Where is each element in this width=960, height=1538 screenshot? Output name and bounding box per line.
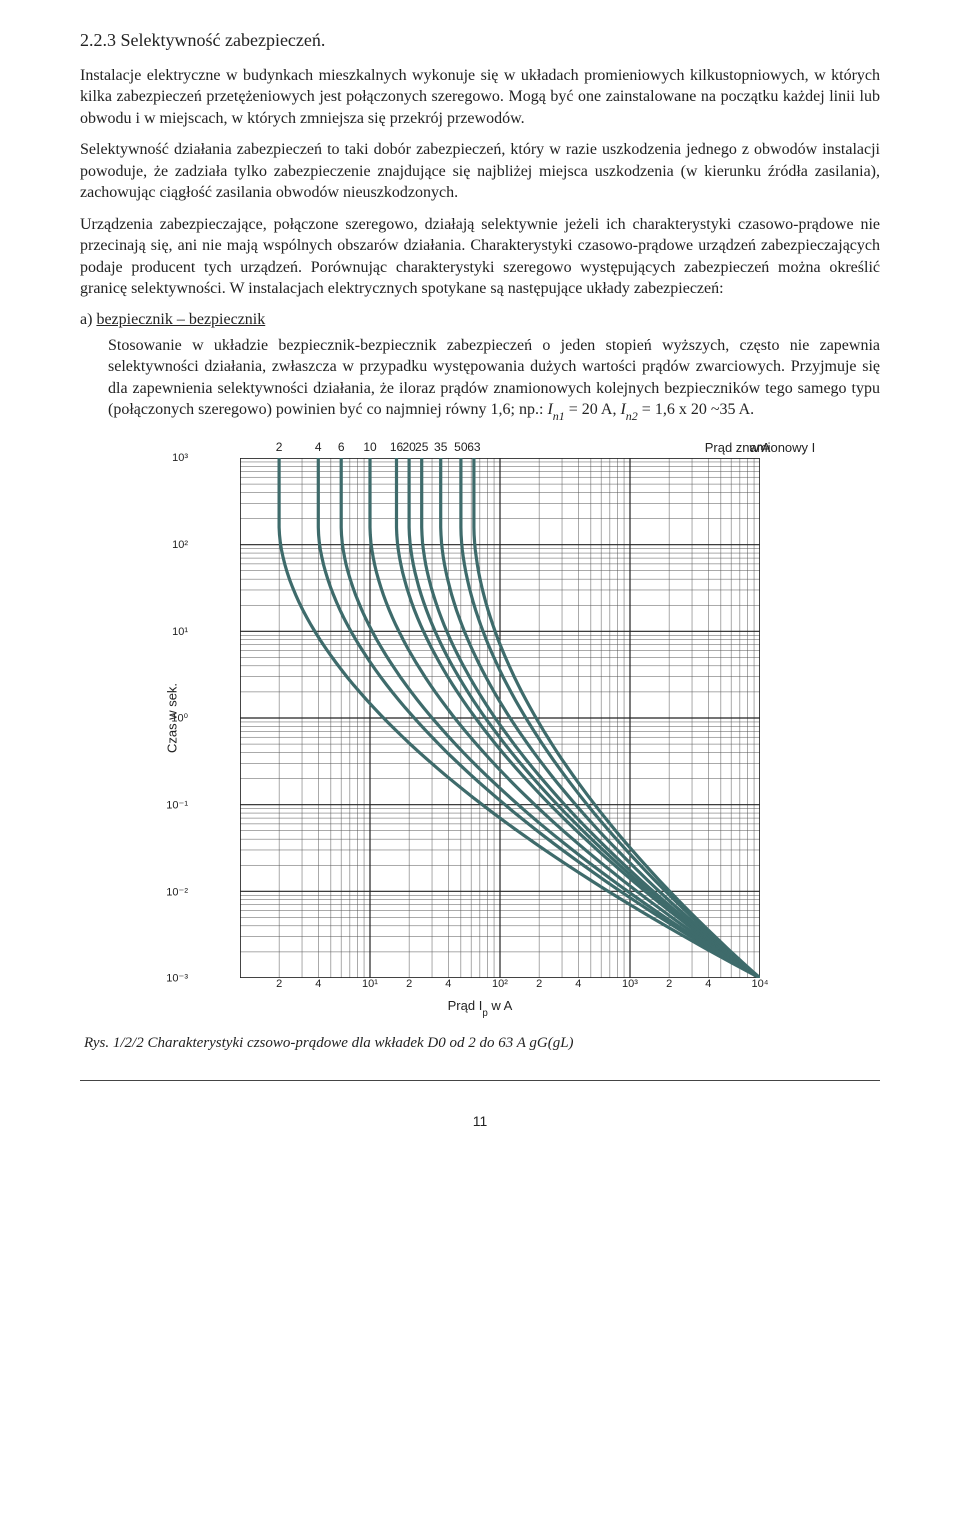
chart-top-tick: 63	[467, 440, 480, 454]
chart-top-tick: 35	[434, 440, 447, 454]
chart-xtick: 10¹	[362, 978, 378, 990]
chart-ytick: 10⁻²	[166, 885, 188, 898]
chart-xtick: 4	[705, 978, 711, 990]
chart-xlabel-post: w A	[488, 998, 513, 1013]
chart-xtick: 4	[315, 978, 321, 990]
chart-xtick: 4	[445, 978, 451, 990]
chart-xlabel-pre: Prąd I	[448, 998, 483, 1013]
eq2-post: = 1,6 x 20 ~35 A.	[638, 401, 754, 418]
chart-ytick: 10³	[172, 452, 188, 464]
footer-rule	[80, 1080, 880, 1081]
list-a-title: bezpiecznik – bezpiecznik	[96, 311, 265, 328]
list-a-body: Stosowanie w układzie bezpiecznik-bezpie…	[108, 335, 880, 423]
chart-xtick: 10²	[492, 978, 508, 990]
chart-xtick: 4	[575, 978, 581, 990]
chart-ytick: 10⁻¹	[166, 799, 188, 812]
fuse-chart: Prąd znamionowy In w A 24610162025355063…	[200, 440, 760, 1017]
section-heading: 2.2.3 Selektywność zabezpieczeń.	[80, 30, 880, 51]
chart-top-tick: 6	[338, 440, 345, 454]
list-a-label: a)	[80, 311, 92, 328]
paragraph-1: Instalacje elektryczne w budynkach miesz…	[80, 65, 880, 129]
chart-xtick: 10³	[622, 978, 638, 990]
section-number: 2.2.3	[80, 30, 116, 50]
chart-top-tick: 2	[276, 440, 283, 454]
paragraph-2: Selektywność działania zabezpieczeń to t…	[80, 139, 880, 203]
paragraph-3: Urządzenia zabezpieczające, połączone sz…	[80, 214, 880, 300]
chart-top-title-post: w A	[750, 440, 771, 455]
chart-xtick: 2	[406, 978, 412, 990]
eq1-sub: n1	[553, 409, 565, 423]
chart-ytick: 10⁰	[171, 712, 188, 725]
eq2-sub: n2	[626, 409, 638, 423]
eq1-var: I	[547, 401, 552, 418]
chart-xtick: 2	[276, 978, 282, 990]
figure-caption: Rys. 1/2/2 Charakterystyki czsowo-prądow…	[84, 1035, 880, 1052]
chart-top-tick: 4	[315, 440, 322, 454]
chart-top-tick: 16	[390, 440, 403, 454]
chart-top-tick: 10	[363, 440, 376, 454]
chart-top-tick: 25	[415, 440, 428, 454]
chart-ytick: 10¹	[172, 626, 188, 638]
eq1-post: = 20 A,	[565, 401, 617, 418]
page-number: 11	[80, 1113, 880, 1129]
chart-top-tick: 50	[454, 440, 467, 454]
chart-xtick: 10⁴	[752, 978, 769, 990]
chart-xlabel: Prąd Ip w A	[200, 998, 760, 1017]
chart-ytick: 10²	[172, 539, 188, 551]
list-a-head: a) bezpiecznik – bezpiecznik	[80, 309, 880, 330]
section-title-text: Selektywność zabezpieczeń.	[121, 30, 326, 50]
eq2-var: I	[620, 401, 625, 418]
chart-xtick: 2	[666, 978, 672, 990]
list-a-body-text: Stosowanie w układzie bezpiecznik-bezpie…	[108, 337, 880, 418]
chart-xlabel-sub: p	[482, 1008, 487, 1019]
chart-top-tick: 20	[402, 440, 415, 454]
chart-ytick: 10⁻³	[166, 972, 188, 985]
chart-xtick: 2	[536, 978, 542, 990]
chart-svg	[240, 458, 760, 978]
